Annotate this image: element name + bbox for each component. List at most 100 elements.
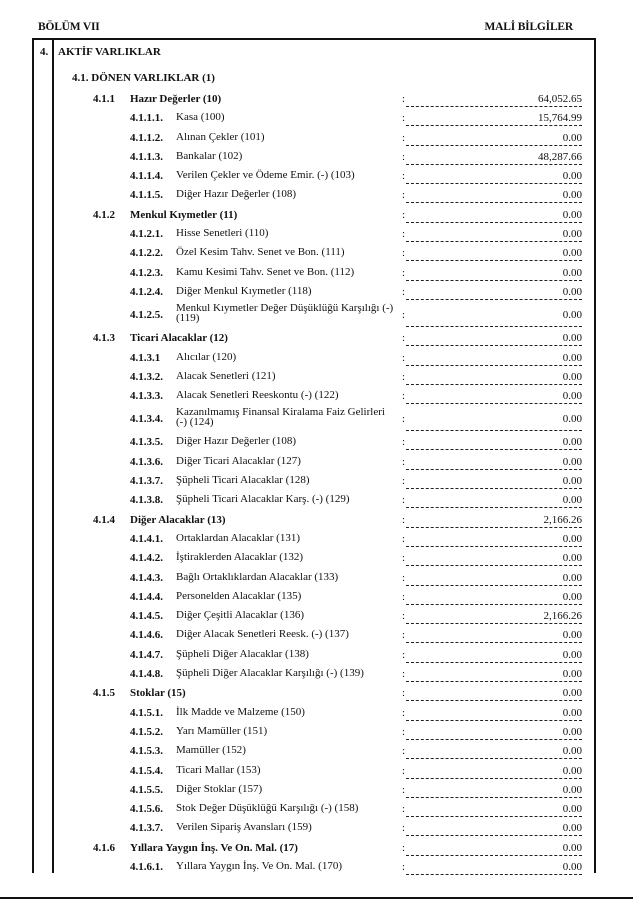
dotted-fill-line [406, 758, 582, 760]
account-code: 4.1.1.3. [130, 150, 163, 163]
account-code: 4.1.6.1. [130, 860, 163, 873]
account-code: 4.1.3 [93, 332, 115, 345]
account-label: Diğer Alacaklar (13) [130, 513, 226, 526]
account-row: 4.1.4.5. Diğer Çeşitli Alacaklar (136): 2,… [0, 607, 633, 626]
colon-separator: : [402, 266, 406, 279]
colon-separator: : [402, 860, 406, 873]
account-code: 4.1.3.4. [130, 413, 163, 426]
account-label: Alacak Senetleri (121) [176, 369, 276, 382]
account-code: 4.1.3.1 [130, 351, 161, 364]
account-value: 0.00 [562, 803, 582, 816]
account-row: 4.1.3.2. Alacak Senetleri (121): 0.00 [0, 368, 633, 387]
dotted-fill-line [406, 144, 582, 146]
dotted-fill-line [406, 642, 582, 644]
account-row: 4.1.5.5. Diğer Stoklar (157): 0.00 [0, 781, 633, 800]
account-code: 4.1.1.4. [130, 170, 163, 183]
dotted-fill-line [406, 163, 582, 165]
dotted-fill-line [406, 298, 582, 300]
colon-separator: : [402, 745, 406, 758]
account-value: 0.00 [562, 370, 582, 383]
account-row: 4.1.4.8. Şüpheli Diğer Alacaklar Karşılığ… [0, 665, 633, 684]
dotted-fill-line [406, 221, 582, 223]
dotted-fill-line [406, 854, 582, 856]
column-divider [52, 38, 54, 873]
account-label: Hazır Değerler (10) [130, 93, 222, 105]
account-label: Yarı Mamüller (151) [176, 724, 268, 737]
account-row: 4.1.5.3. Mamüller (152): 0.00 [0, 742, 633, 761]
account-group-row: 4.1.5 Stoklar (15): 0.00 [0, 684, 633, 703]
account-value: 0.00 [562, 351, 582, 364]
account-code: 4.1.2.4. [130, 285, 163, 298]
account-value: 2,166.26 [543, 513, 583, 526]
account-label: Stoklar (15) [130, 687, 186, 700]
account-value: 0.00 [562, 309, 582, 322]
account-row: 4.1.5.2. Yarı Mamüller (151): 0.00 [0, 723, 633, 742]
account-value: 0.00 [562, 841, 582, 854]
account-value: 0.00 [562, 552, 582, 565]
colon-separator: : [402, 687, 406, 700]
account-value: 64,052.65 [538, 93, 582, 105]
colon-separator: : [402, 571, 406, 584]
account-row: 4.1.3.1 Alıcılar (120): 0.00 [0, 349, 633, 368]
account-value: 0.00 [562, 745, 582, 758]
account-row: 4.1.4.1. Ortaklardan Alacaklar (131): 0.00 [0, 530, 633, 549]
dotted-fill-line [406, 326, 582, 328]
account-label: Alacak Senetleri Reeskontu (-) (122) [176, 389, 339, 402]
account-label: Bankalar (102) [176, 149, 243, 162]
account-code: 4.1.3.3. [130, 390, 163, 403]
account-row: 4.1.3.4. Kazanılmamış Finansal Kiralama F… [0, 406, 633, 433]
account-value: 48,287.66 [538, 150, 582, 163]
account-label: Diğer Çeşitli Alacaklar (136) [176, 609, 304, 622]
account-code: 4.1.5.1. [130, 706, 163, 719]
account-code: 4.1.4.7. [130, 648, 163, 661]
account-value: 0.00 [562, 629, 582, 642]
account-label: İlk Madde ve Malzeme (150) [176, 705, 305, 718]
account-label: Kazanılmamış Finansal Kiralama Faiz Geli… [176, 406, 385, 429]
account-value: 0.00 [562, 687, 582, 700]
account-code: 4.1.5 [93, 687, 115, 700]
account-code: 4.1.2 [93, 208, 115, 221]
account-group-row: 4.1.6 Yıllara Yaygın İnş. Ve On. Mal. (17… [0, 839, 633, 858]
account-code: 4.1.4.8. [130, 668, 163, 681]
account-value: 0.00 [562, 475, 582, 488]
account-value: 0.00 [562, 208, 582, 221]
account-label: Özel Kesim Tahv. Senet ve Bon. (111) [176, 246, 345, 259]
account-row: 4.1.4.4. Personelden Alacaklar (135): 0.00 [0, 588, 633, 607]
account-row: 4.1.4.2. İştiraklerden Alacaklar (132): 0.… [0, 549, 633, 568]
colon-separator: : [402, 764, 406, 777]
account-group-row: 4.1.1 Hazır Değerler (10): 64,052.65 [0, 90, 633, 109]
account-code: 4.1.2.5. [130, 309, 163, 322]
colon-separator: : [402, 629, 406, 642]
account-label: Diğer Hazır Değerler (108) [176, 435, 297, 448]
account-row: 4.1.3.7. Şüpheli Ticari Alacaklar (128): 0… [0, 472, 633, 491]
account-label: Yıllara Yaygın İnş. Ve On. Mal. (170) [176, 859, 343, 872]
account-code: 4.1.4.1. [130, 532, 163, 545]
dotted-fill-line [406, 835, 582, 837]
colon-separator: : [402, 208, 406, 221]
dotted-fill-line [406, 545, 582, 547]
account-row: 4.1.3.7. Verilen Sipariş Avansları (159):… [0, 819, 633, 838]
account-code: 4.1.5.4. [130, 764, 163, 777]
account-value: 0.00 [562, 532, 582, 545]
dotted-fill-line [406, 507, 582, 509]
account-value: 0.00 [562, 571, 582, 584]
account-value: 0.00 [562, 247, 582, 260]
dotted-fill-line [406, 584, 582, 586]
colon-separator: : [402, 189, 406, 202]
account-value: 0.00 [562, 783, 582, 796]
dotted-fill-line [406, 661, 582, 663]
account-value: 0.00 [562, 455, 582, 468]
account-row: 4.1.1.4. Verilen Çekler ve Ödeme Emir. (-… [0, 167, 633, 186]
account-value: 0.00 [562, 413, 582, 426]
dotted-fill-line [406, 241, 582, 243]
account-code: 4.1.4.6. [130, 629, 163, 642]
account-row: 4.1.1.3. Bankalar (102): 48,287.66 [0, 148, 633, 167]
dotted-fill-line [406, 383, 582, 385]
dotted-fill-line [406, 700, 582, 702]
account-row: 4.1.4.6. Diğer Alacak Senetleri Reesk. (-… [0, 626, 633, 645]
account-row: 4.1.2.3. Kamu Kesimi Tahv. Senet ve Bon. … [0, 264, 633, 283]
account-value: 0.00 [562, 390, 582, 403]
account-label: Yıllara Yaygın İnş. Ve On. Mal. (17) [130, 841, 298, 854]
account-code: 4.1.3.7. [130, 822, 163, 835]
dotted-fill-line [406, 364, 582, 366]
